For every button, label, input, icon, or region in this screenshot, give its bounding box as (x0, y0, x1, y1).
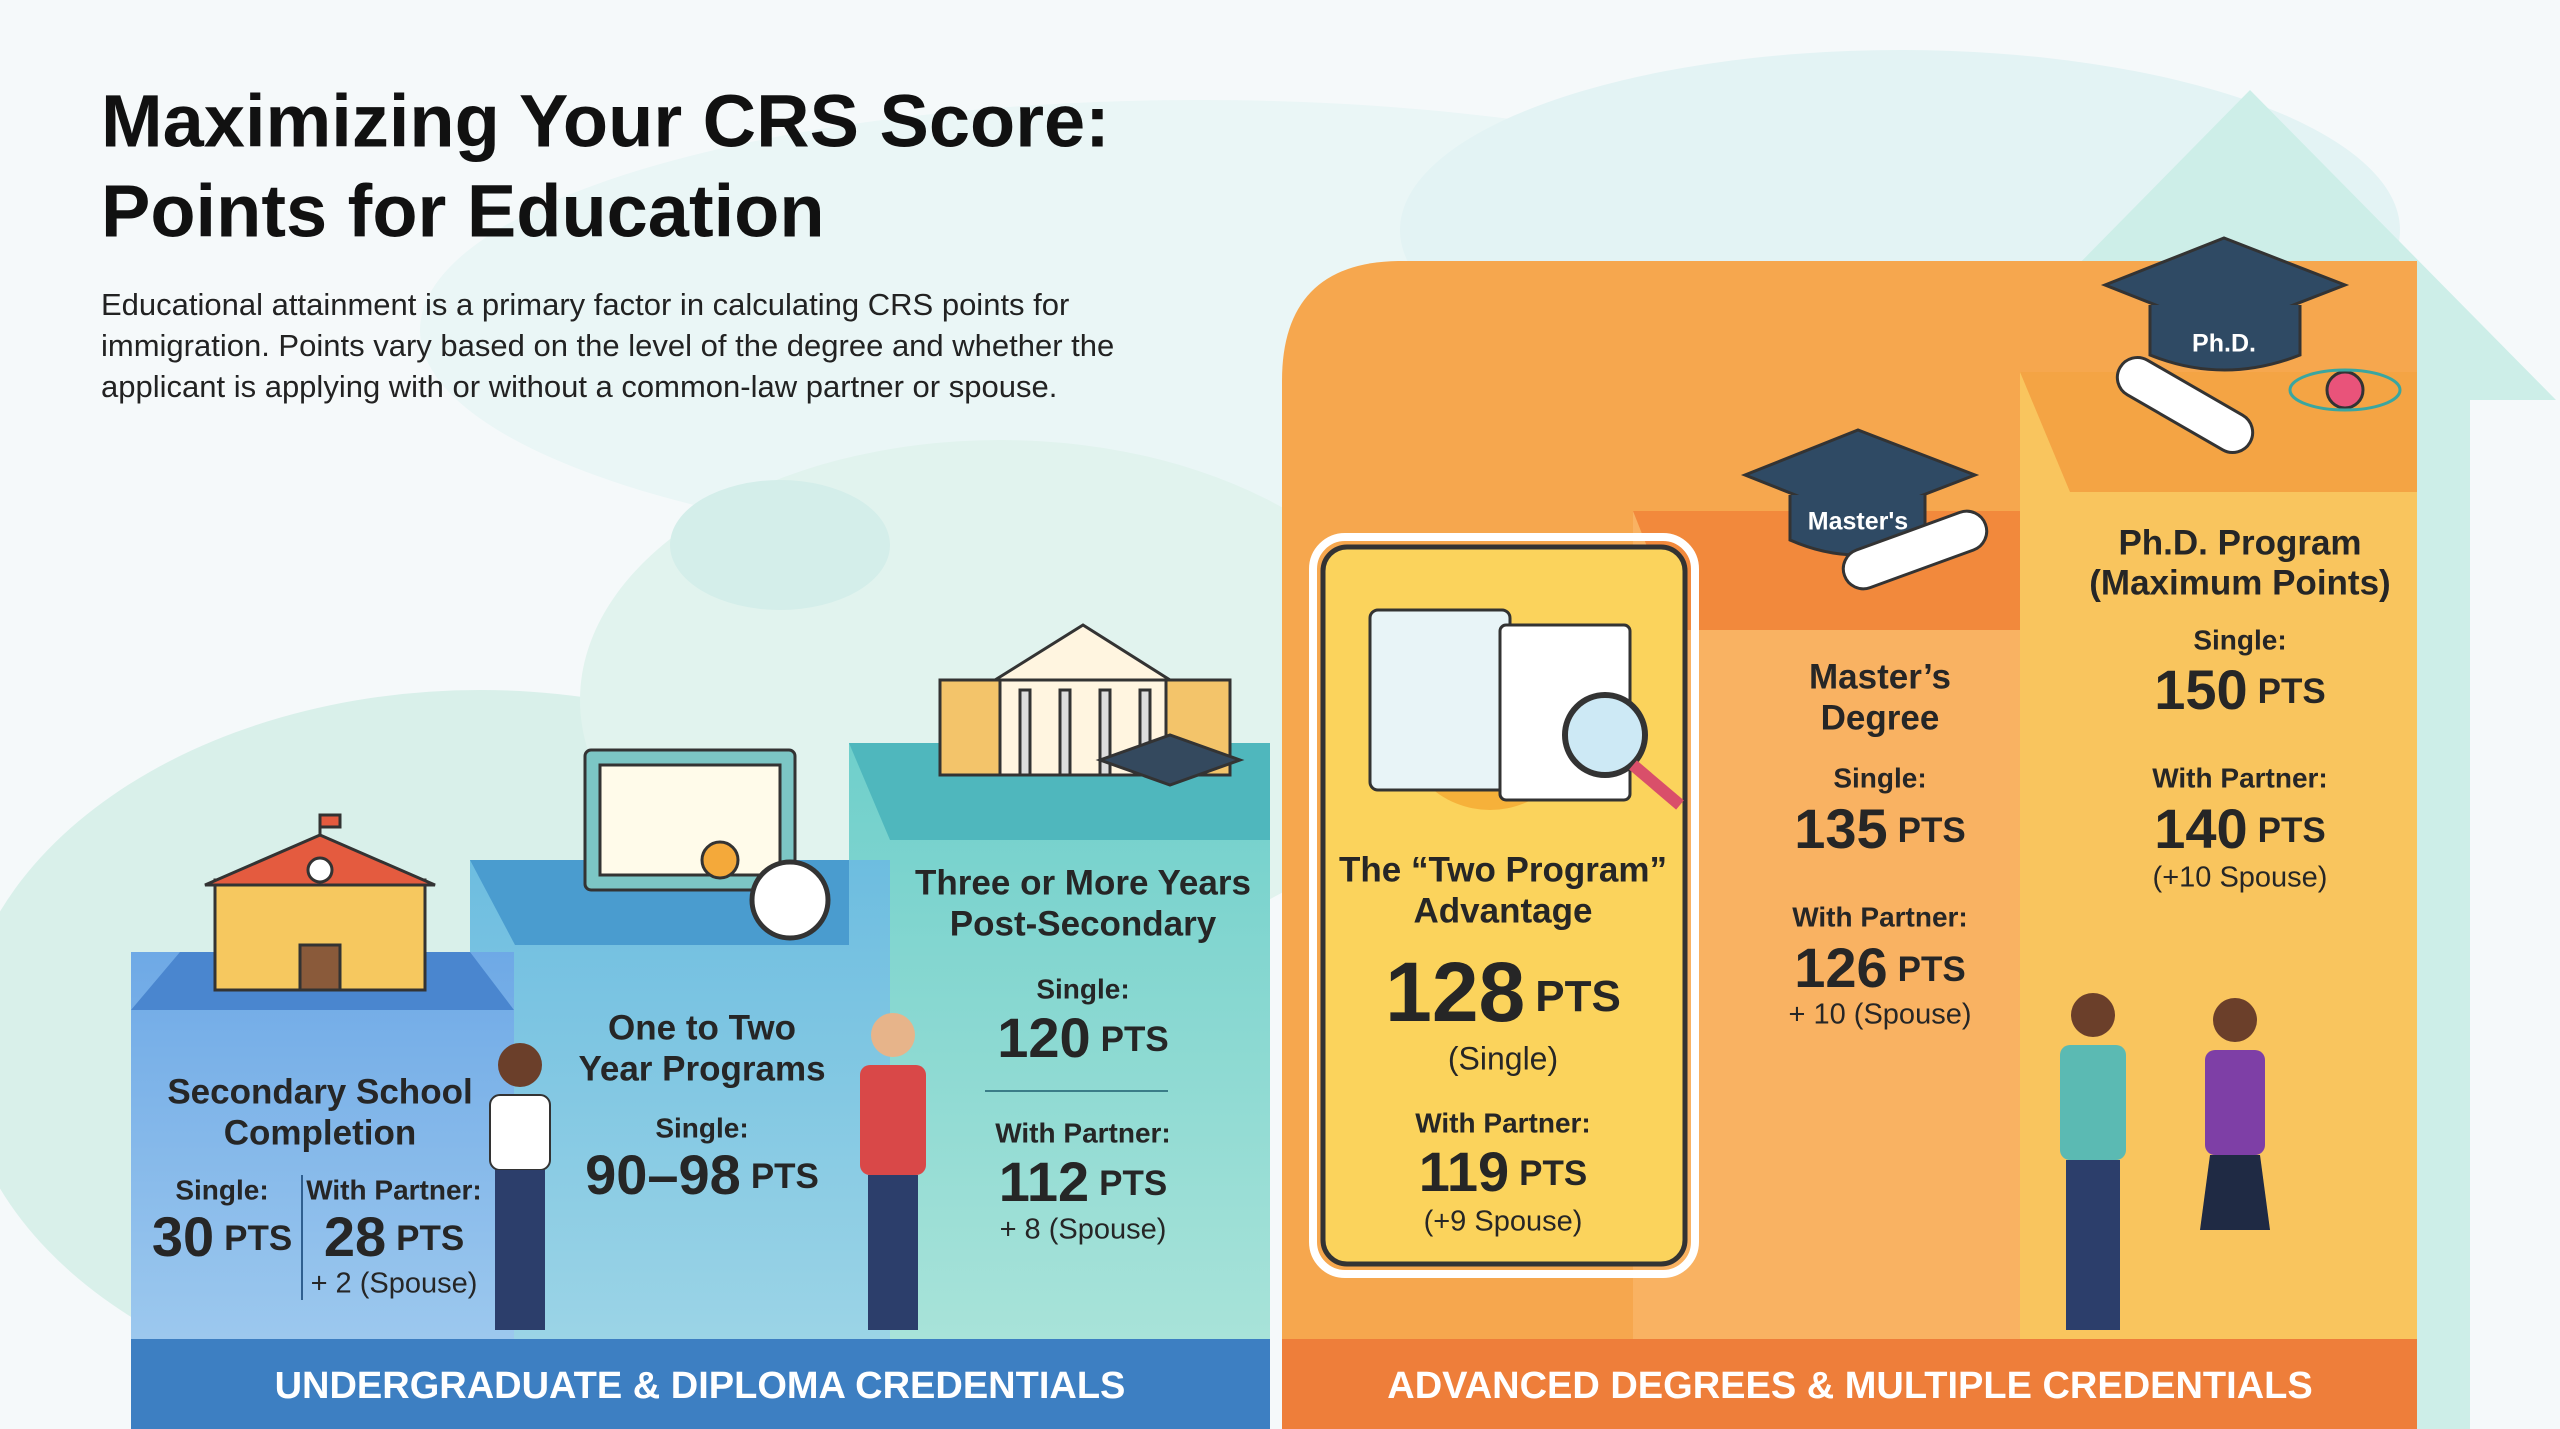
step-title: The “Two Program” (1339, 850, 1667, 889)
points-unit: PTS (1898, 950, 1966, 989)
single-label: Single: (2193, 624, 2286, 655)
points: 30 PTS (152, 1205, 292, 1268)
spouse-note: + 2 (Spouse) (311, 1268, 478, 1300)
points: 150 PTS (2154, 658, 2326, 721)
points-unit: PTS (2258, 672, 2326, 711)
step-title: Advantage (1414, 891, 1593, 930)
single-note: (Single) (1448, 1040, 1558, 1076)
points-value: 120 (997, 1006, 1090, 1069)
points: 140 PTS (2154, 797, 2326, 860)
points-value: 112 (999, 1150, 1089, 1213)
single-label: Single: (175, 1174, 268, 1205)
section-band (131, 1339, 1270, 1429)
points-unit: PTS (1101, 1020, 1169, 1059)
step-title: Year Programs (578, 1049, 825, 1088)
phd-cap (2100, 236, 2402, 454)
title: Points for Education (101, 170, 825, 253)
single-label: Single: (1833, 762, 1926, 793)
section-label: ADVANCED DEGREES & MULTIPLE CREDENTIALS (1387, 1365, 2312, 1407)
points-value: 150 (2154, 658, 2247, 721)
points-unit: PTS (396, 1219, 464, 1258)
masters-cap (1740, 428, 1989, 591)
certificate-icon (583, 748, 831, 941)
points-value: 119 (1419, 1140, 1509, 1203)
points-unit: PTS (751, 1157, 819, 1196)
points-value: 90–98 (585, 1143, 741, 1206)
step-title: Ph.D. Program (2118, 523, 2361, 562)
description: Educational attainment is a primary fact… (101, 287, 1069, 322)
section-band (1282, 1339, 2417, 1429)
points-value: 30 (152, 1205, 214, 1268)
points-value: 128 (1385, 945, 1525, 1039)
points-value: 140 (2154, 797, 2247, 860)
step-title: (Maximum Points) (2089, 563, 2390, 602)
title: Maximizing Your CRS Score: (101, 80, 1110, 163)
points-unit: PTS (2258, 811, 2326, 850)
partner-label: With Partner: (306, 1174, 482, 1205)
points: 119 PTS (1419, 1140, 1587, 1203)
description: immigration. Points vary based on the le… (101, 328, 1114, 363)
partner-label: With Partner: (2152, 762, 2328, 793)
points-unit: PTS (1519, 1154, 1587, 1193)
school-icon (204, 813, 436, 992)
step-title: Degree (1821, 698, 1940, 737)
points: 90–98 PTS (585, 1143, 819, 1206)
icons (204, 236, 2402, 1330)
texts: Maximizing Your CRS Score:Points for Edu… (101, 80, 2391, 1407)
partner-label: With Partner: (1415, 1107, 1591, 1138)
description: applicant is applying with or without a … (101, 369, 1057, 404)
step-title: Secondary School (167, 1072, 472, 1111)
points-unit: PTS (1099, 1164, 1167, 1203)
step-title: Completion (224, 1113, 416, 1152)
spouse-note: + 10 (Spouse) (1789, 999, 1972, 1031)
step-title: One to Two (608, 1008, 796, 1047)
step-title: Post-Secondary (950, 904, 1217, 943)
points-value: 28 (324, 1205, 386, 1268)
step-title: Master’s (1809, 657, 1951, 696)
points: 112 PTS (999, 1150, 1167, 1213)
university-icon (938, 623, 1245, 787)
points-value: 126 (1794, 936, 1887, 999)
spouse-note: + 8 (Spouse) (1000, 1214, 1167, 1246)
points-unit: PTS (1898, 811, 1966, 850)
points: 128 PTS (1385, 945, 1621, 1039)
icon-label: Master's (1808, 508, 1908, 536)
points-unit: PTS (1535, 972, 1621, 1021)
points-value: 135 (1794, 797, 1887, 860)
documents-icon (1368, 608, 1684, 810)
points: 126 PTS (1794, 936, 1966, 999)
icon-label: Ph.D. (2192, 330, 2256, 358)
partner-label: With Partner: (995, 1117, 1171, 1148)
people (489, 993, 2270, 1330)
single-label: Single: (1036, 973, 1129, 1004)
spouse-note: (+9 Spouse) (1424, 1206, 1583, 1238)
points: 135 PTS (1794, 797, 1966, 860)
points: 28 PTS (324, 1205, 464, 1268)
points-unit: PTS (224, 1219, 292, 1258)
section-label: UNDERGRADUATE & DIPLOMA CREDENTIALS (275, 1365, 1126, 1407)
single-label: Single: (655, 1112, 748, 1143)
points: 120 PTS (997, 1006, 1169, 1069)
step-title: Three or More Years (915, 863, 1251, 902)
partner-label: With Partner: (1792, 901, 1968, 932)
spouse-note: (+10 Spouse) (2153, 862, 2328, 894)
